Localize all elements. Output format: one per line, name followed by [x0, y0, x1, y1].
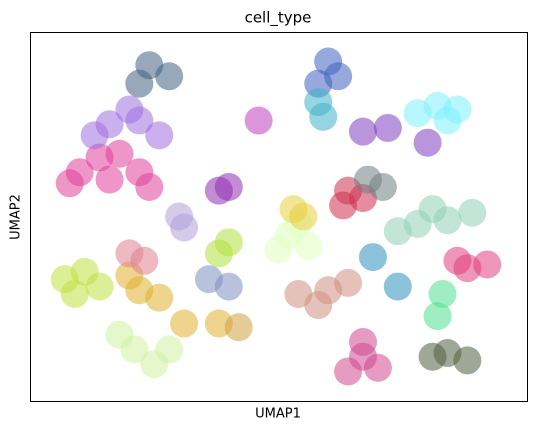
- point: [95, 165, 124, 194]
- point: [214, 172, 243, 201]
- point: [80, 121, 109, 150]
- point: [264, 235, 293, 264]
- point: [224, 313, 253, 342]
- point: [289, 202, 318, 231]
- point: [348, 117, 377, 146]
- point: [413, 128, 442, 157]
- point: [244, 106, 273, 135]
- point: [334, 357, 363, 386]
- point: [368, 172, 397, 201]
- point: [155, 62, 184, 91]
- point: [304, 88, 333, 117]
- points: [50, 47, 502, 386]
- point: [55, 169, 84, 198]
- point: [165, 202, 194, 231]
- point: [60, 279, 89, 308]
- point: [334, 268, 363, 297]
- point: [135, 172, 164, 201]
- point: [423, 302, 452, 331]
- point: [125, 69, 154, 98]
- chart-title: cell_type: [245, 9, 312, 28]
- point: [383, 217, 412, 246]
- point: [329, 191, 358, 220]
- point: [130, 246, 159, 275]
- point: [428, 279, 457, 308]
- point: [170, 309, 199, 338]
- point: [85, 143, 114, 172]
- point: [383, 272, 412, 301]
- point: [194, 265, 223, 294]
- point: [363, 353, 392, 382]
- point: [145, 121, 174, 150]
- point: [85, 272, 114, 301]
- point: [115, 95, 144, 124]
- point: [453, 346, 482, 375]
- point: [105, 320, 134, 349]
- point: [294, 232, 323, 261]
- point: [373, 113, 402, 142]
- point: [403, 99, 432, 128]
- point: [324, 62, 353, 91]
- point: [155, 335, 184, 364]
- point: [358, 243, 387, 272]
- point: [214, 228, 243, 257]
- y-axis-label: UMAP2: [9, 194, 24, 240]
- point: [458, 198, 487, 227]
- point: [453, 254, 482, 283]
- x-axis-label: UMAP1: [255, 407, 301, 422]
- point: [304, 291, 333, 320]
- point: [145, 283, 174, 312]
- point: [348, 327, 377, 356]
- plot-frame: [30, 32, 528, 402]
- point: [418, 195, 447, 224]
- point: [433, 106, 462, 135]
